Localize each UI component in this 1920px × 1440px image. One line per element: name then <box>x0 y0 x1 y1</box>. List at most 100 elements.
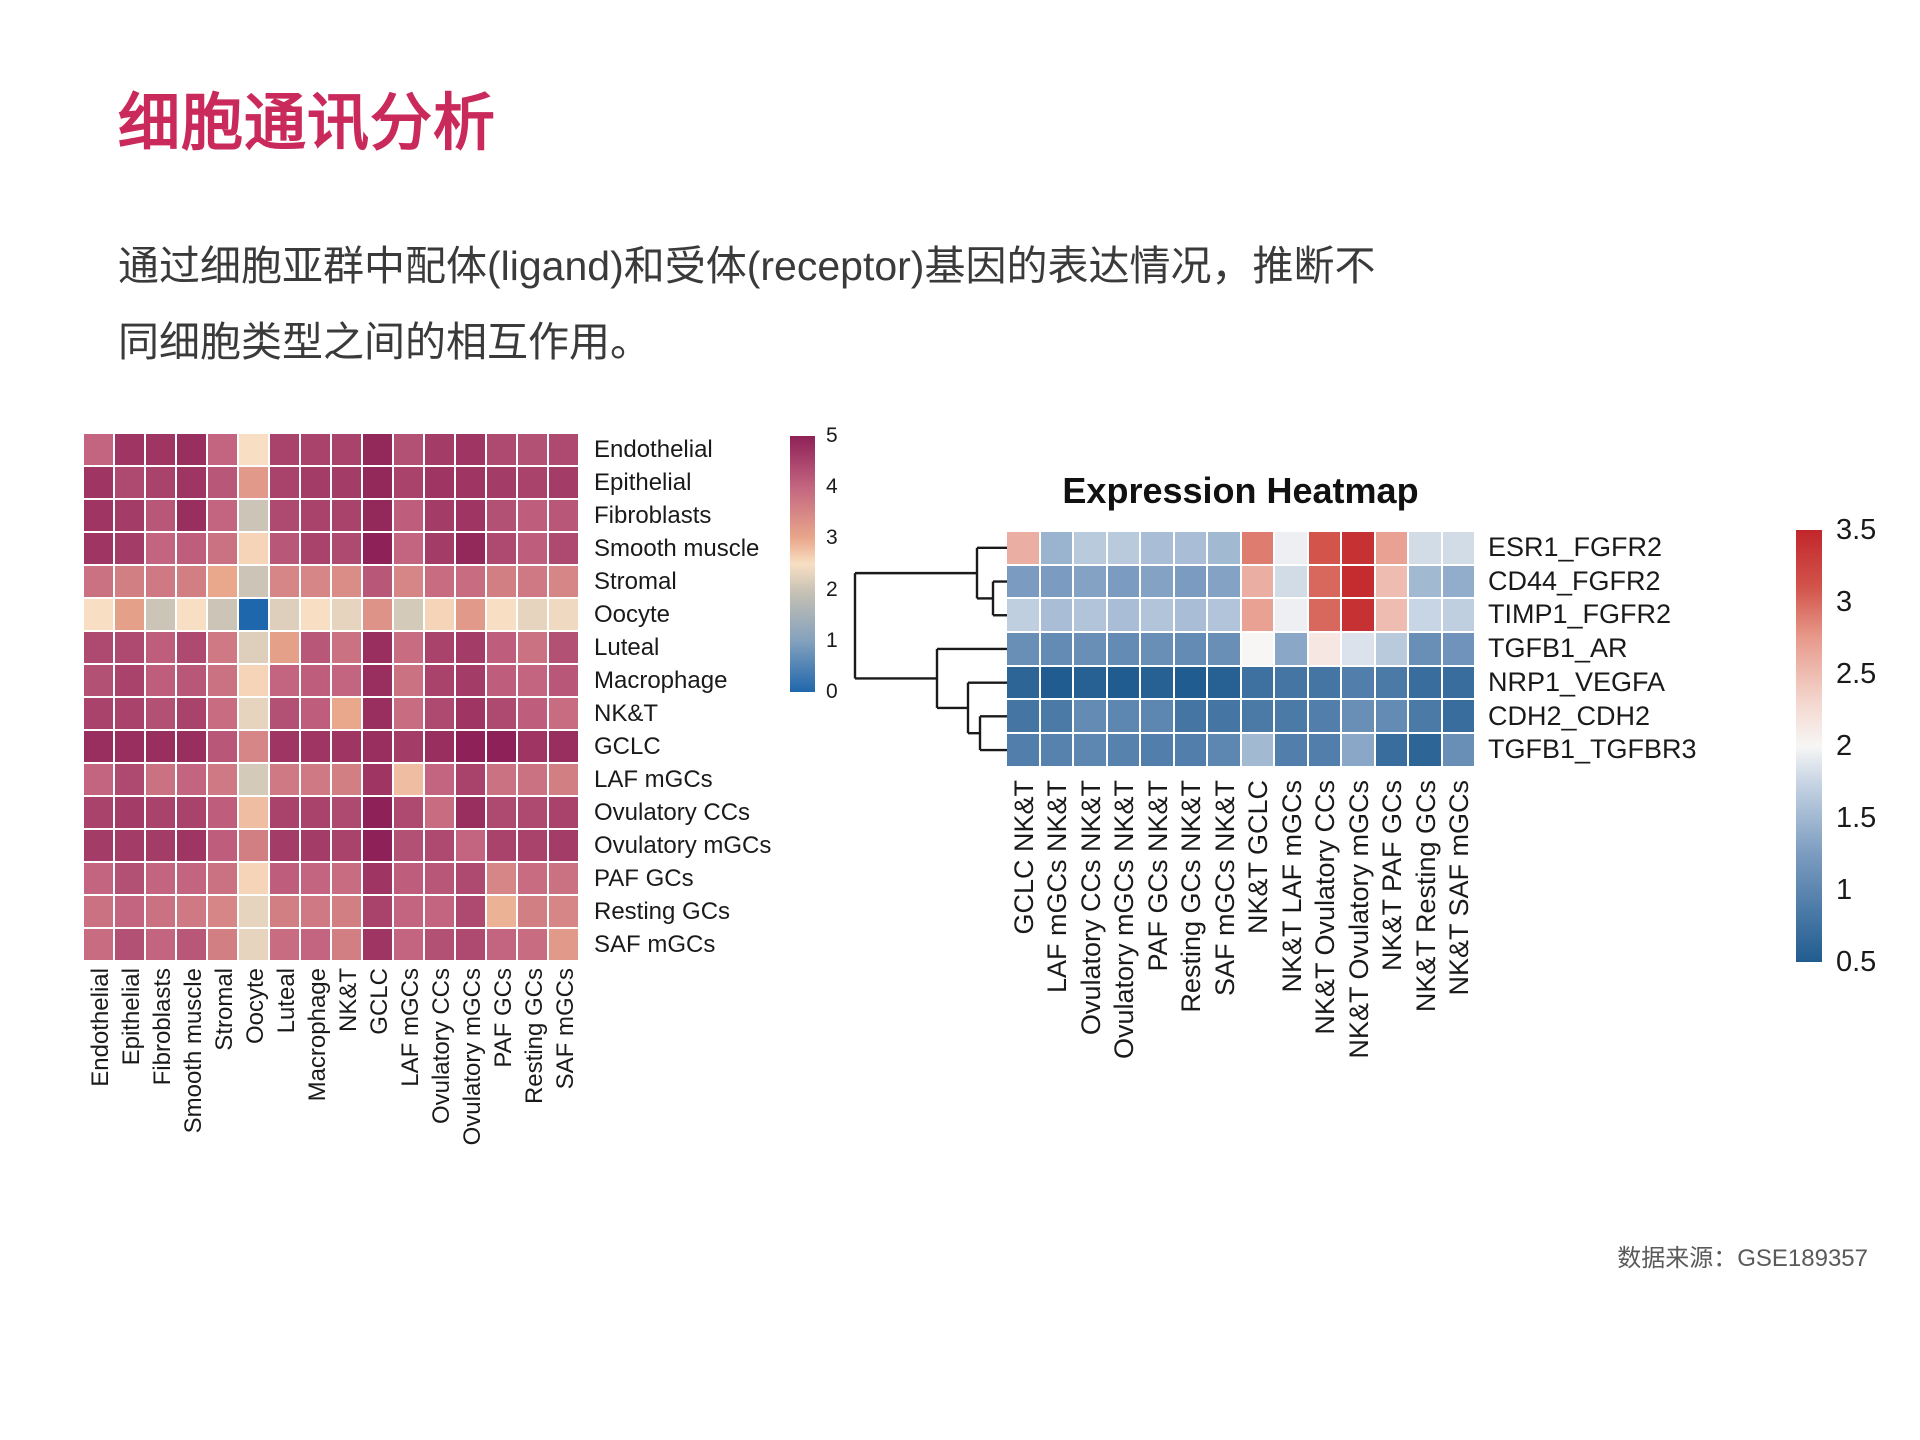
heatmap-cell <box>425 665 454 696</box>
heatmap-cell <box>84 698 113 729</box>
heatmap-cell <box>332 500 361 531</box>
heatmap-cell <box>84 599 113 630</box>
heatmap-cell <box>1342 532 1374 564</box>
heatmap-cell <box>332 731 361 762</box>
heatmap-cell <box>394 434 423 465</box>
heatmap-cell <box>270 467 299 498</box>
heatmap-cell <box>1107 599 1139 632</box>
heatmap-cell <box>301 698 330 729</box>
heatmap-cell <box>115 599 144 630</box>
heatmap-cell <box>115 533 144 564</box>
heatmap-cell <box>425 797 454 828</box>
heatmap-cell <box>1141 565 1173 598</box>
row-label: Ovulatory mGCs <box>594 832 772 859</box>
heatmap-cell <box>394 731 423 762</box>
heatmap-cell <box>115 896 144 927</box>
heatmap-cell <box>549 797 578 828</box>
heatmap-cell <box>208 566 237 597</box>
heatmap-cell <box>363 500 392 531</box>
heatmap-cell <box>394 632 423 663</box>
row-label: ESR1_FGFR2 <box>1488 532 1663 562</box>
heatmap-cell <box>456 434 485 465</box>
col-label: Ovulatory mGCs <box>458 968 486 1146</box>
heatmap-cell <box>1208 599 1240 632</box>
heatmap-cell <box>456 566 485 597</box>
heatmap-cell <box>1442 532 1474 564</box>
heatmap-cell <box>456 863 485 894</box>
heatmap-cell <box>394 467 423 498</box>
col-label: PAF GCs <box>489 968 517 1068</box>
heatmap-cell <box>549 500 578 531</box>
heatmap-cell <box>518 632 547 663</box>
heatmap-cell <box>394 533 423 564</box>
heatmap-cell <box>394 830 423 861</box>
col-label: Stromal <box>210 968 238 1051</box>
heatmap-cell <box>1308 599 1340 632</box>
heatmap-cell <box>1040 633 1072 665</box>
row-label: NRP1_VEGFA <box>1488 666 1666 697</box>
heatmap-cell <box>146 434 175 465</box>
heatmap-cell <box>425 467 454 498</box>
heatmap-cell <box>301 632 330 663</box>
col-label: Resting GCs NK&T <box>1176 780 1207 1013</box>
heatmap-cell <box>425 632 454 663</box>
heatmap-cell <box>332 929 361 960</box>
heatmap-cell <box>270 764 299 795</box>
row-label: CDH2_CDH2 <box>1488 700 1651 731</box>
col-label: Oocyte <box>241 968 269 1045</box>
colorbar-tick: 4 <box>826 475 838 499</box>
heatmap-cell <box>146 896 175 927</box>
heatmap-cell <box>1241 532 1273 564</box>
heatmap-cell <box>1308 700 1340 733</box>
heatmap-cell <box>549 764 578 795</box>
heatmap-cell <box>1275 700 1307 733</box>
heatmap-cell <box>84 665 113 696</box>
heatmap-cell <box>239 533 268 564</box>
heatmap-cell <box>487 929 516 960</box>
heatmap-cell <box>270 500 299 531</box>
heatmap-cell <box>1007 734 1039 766</box>
heatmap-cell <box>1007 565 1039 598</box>
heatmap-cell <box>208 500 237 531</box>
heatmap-cell <box>177 566 206 597</box>
heatmap-cell <box>332 434 361 465</box>
heatmap-cell <box>177 434 206 465</box>
heatmap-cell <box>1208 700 1240 733</box>
col-label: Ovulatory CCs NK&T <box>1075 780 1106 1036</box>
heatmap-cell <box>487 632 516 663</box>
cell-communication-grid <box>84 434 578 960</box>
heatmap-cell <box>1342 666 1374 699</box>
heatmap-cell <box>487 797 516 828</box>
heatmap-cell <box>1342 599 1374 632</box>
heatmap-cell <box>363 599 392 630</box>
heatmap-cell <box>115 467 144 498</box>
heatmap-cell <box>456 533 485 564</box>
heatmap-cell <box>270 566 299 597</box>
heatmap-cell <box>1141 532 1173 564</box>
heatmap-cell <box>1040 734 1072 766</box>
heatmap-cell <box>1375 532 1407 564</box>
heatmap-cell <box>208 434 237 465</box>
heatmap-cell <box>1208 633 1240 665</box>
heatmap-cell <box>363 896 392 927</box>
col-label: NK&T LAF mGCs <box>1276 780 1307 993</box>
heatmap-cell <box>208 533 237 564</box>
heatmap-cell <box>115 698 144 729</box>
row-label: Ovulatory CCs <box>594 799 751 826</box>
heatmap-cell <box>84 566 113 597</box>
heatmap-cell <box>518 533 547 564</box>
heatmap-cell <box>177 698 206 729</box>
colorbar-tick: 2.5 <box>1836 658 1877 690</box>
heatmap-cell <box>456 830 485 861</box>
heatmap-cell <box>487 467 516 498</box>
heatmap-cell <box>115 632 144 663</box>
heatmap-cell <box>239 467 268 498</box>
col-label: Ovulatory CCs <box>427 968 455 1125</box>
heatmap-cell <box>301 665 330 696</box>
heatmap-cell <box>1107 666 1139 699</box>
heatmap-cell <box>1208 532 1240 564</box>
heatmap-cell <box>84 731 113 762</box>
heatmap-cell <box>363 665 392 696</box>
heatmap-cell <box>208 863 237 894</box>
heatmap-cell <box>487 863 516 894</box>
